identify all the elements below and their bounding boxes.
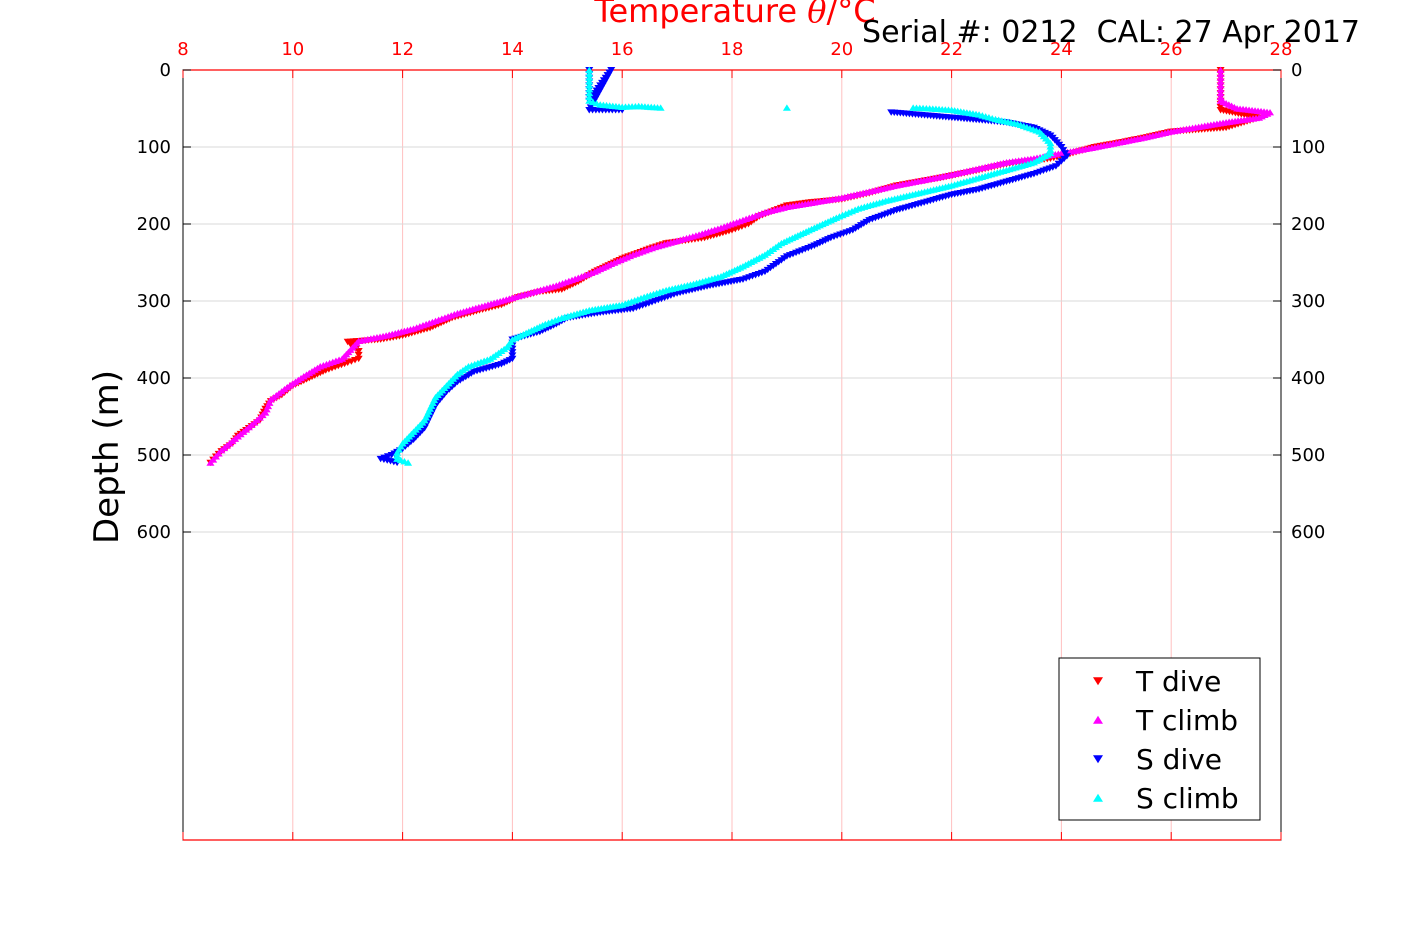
data-point: [585, 74, 594, 81]
data-point: [585, 89, 594, 97]
data-marks: [206, 66, 1275, 467]
data-point: [1046, 139, 1055, 147]
x-tick-label: 26: [1160, 39, 1183, 60]
x-tick-label: 20: [830, 39, 853, 60]
data-point: [1216, 70, 1225, 77]
data-point: [585, 85, 594, 93]
y-tick-label-right: 500: [1291, 445, 1325, 466]
y-tick-label-left: 0: [160, 60, 171, 81]
series-s-climb: [393, 66, 1055, 466]
data-point: [1046, 146, 1055, 153]
data-point: [1216, 93, 1225, 100]
data-point: [1216, 85, 1225, 93]
legend-label-s-climb: S climb: [1136, 782, 1239, 815]
y-tick-label-right: 400: [1291, 368, 1325, 389]
y-tick-label-right: 100: [1291, 137, 1325, 158]
data-point: [656, 104, 665, 111]
legend: T dive T climb S dive S climb: [1058, 657, 1261, 821]
x-tick-label: 8: [177, 39, 188, 60]
x-tick-label: 22: [940, 39, 963, 60]
data-point: [1046, 143, 1055, 150]
y-tick-label-right: 0: [1291, 60, 1302, 81]
x-tick-label: 28: [1270, 39, 1293, 60]
y-tick-label-right: 600: [1291, 522, 1325, 543]
data-point: [1216, 74, 1225, 81]
legend-label-s-dive: S dive: [1136, 743, 1222, 776]
data-point: [1216, 82, 1225, 89]
y-tick-label-left: 400: [137, 368, 171, 389]
legend-marker-s-dive: [1093, 755, 1103, 764]
serial-annotation: Serial #: 0212 CAL: 27 Apr 2017: [862, 15, 1360, 50]
legend-marker-t-dive: [1093, 677, 1103, 686]
data-point: [1216, 78, 1225, 85]
x-tick-label: 16: [611, 39, 634, 60]
y-tick-label-left: 500: [137, 445, 171, 466]
data-point: [585, 78, 594, 85]
x-tick-label: 10: [281, 39, 304, 60]
series-t-climb: [206, 66, 1275, 466]
data-point: [404, 459, 413, 466]
data-point: [585, 70, 594, 77]
chart-title: Temperature θ/°C: [593, 0, 875, 30]
data-point: [206, 459, 215, 466]
legend-label-t-dive: T dive: [1135, 665, 1221, 698]
legend-marker-t-climb: [1093, 715, 1103, 724]
legend-box: [1058, 657, 1261, 821]
x-tick-label: 12: [391, 39, 414, 60]
data-point: [508, 352, 517, 359]
x-tick-label: 18: [721, 39, 744, 60]
y-tick-label-left: 200: [137, 214, 171, 235]
data-point: [354, 351, 363, 359]
y-tick-label-right: 300: [1291, 291, 1325, 312]
data-point: [1216, 66, 1225, 73]
data-point: [585, 82, 594, 89]
series-t-dive: [206, 67, 1264, 467]
y-tick-label-left: 300: [137, 291, 171, 312]
data-point: [508, 349, 517, 356]
series-s-dive: [376, 67, 1071, 467]
legend-marker-s-climb: [1093, 793, 1103, 802]
data-point: [1216, 89, 1225, 97]
y-axis-label: Depth (m): [87, 370, 127, 544]
data-point: [354, 348, 363, 355]
x-tick-label: 14: [501, 39, 524, 60]
data-point: [782, 104, 791, 111]
data-point: [585, 66, 594, 73]
legend-label-t-climb: T climb: [1135, 704, 1238, 737]
x-tick-label: 24: [1050, 39, 1073, 60]
y-tick-label-left: 100: [137, 137, 171, 158]
data-point: [585, 93, 594, 100]
y-tick-label-right: 200: [1291, 214, 1325, 235]
y-tick-label-left: 600: [137, 522, 171, 543]
